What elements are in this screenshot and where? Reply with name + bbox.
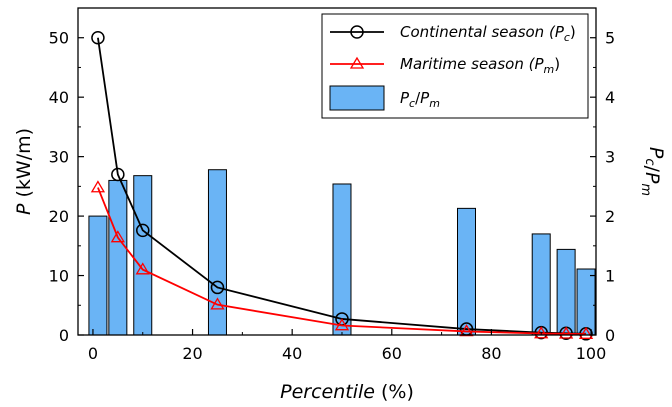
maritime-line: [97, 187, 587, 336]
maritime-point: [210, 297, 225, 310]
maritime-point: [110, 230, 125, 243]
y-right-tick-label: 3: [605, 148, 615, 167]
plot-frame: [77, 7, 597, 336]
ratio-bar: [133, 175, 153, 336]
x-tick-label: 40: [282, 344, 302, 363]
ratio-bar: [88, 215, 108, 336]
continental-point: [91, 30, 105, 45]
x-tick-label: 20: [182, 344, 202, 363]
maritime-point: [578, 326, 594, 339]
x-tick-label: 80: [481, 344, 501, 363]
x-tick-label: 60: [382, 344, 402, 363]
ratio-bars: [88, 169, 596, 336]
y-left-tick-label: 0: [59, 326, 69, 345]
y-right-axis-title: Pc/Pm: [638, 147, 667, 196]
x-tick-label: 0: [88, 344, 98, 363]
axes: 0 20 40 60 80 10001020304050012345Percentile …: [13, 7, 667, 403]
maritime-point: [558, 326, 574, 339]
ratio-bar: [531, 233, 551, 336]
ratio-bar: [457, 207, 476, 336]
y-right-tick-label: 4: [605, 88, 615, 107]
legend: Continental season (Pc) Maritime season (…: [321, 13, 589, 119]
ratio-bar: [108, 179, 128, 336]
legend-entry-2: Maritime season (Pm): [400, 55, 560, 76]
y-left-tick-label: 10: [49, 267, 69, 286]
legend-bar-swatch: [329, 85, 385, 111]
continental-point: [111, 167, 125, 182]
legend-triangle-marker: [349, 56, 365, 69]
y-left-tick-label: 40: [49, 88, 69, 107]
maritime-point: [90, 180, 106, 193]
maritime-point: [135, 262, 150, 275]
y-left-axis-title: P (kW/m): [13, 128, 35, 215]
x-tick-label: 100: [576, 344, 607, 363]
y-right-tick-label: 0: [605, 326, 615, 345]
continental-point: [136, 223, 150, 238]
legend-entry-1: Continental season (Pc): [400, 23, 576, 44]
y-right-tick-label: 5: [605, 29, 615, 48]
legend-entry-3: Pc/Pm: [400, 89, 440, 110]
y-right-tick-label: 2: [605, 207, 615, 226]
ratio-bar: [556, 248, 576, 336]
ratio-bar: [576, 268, 596, 336]
x-axis-title: Percentile (%): [280, 381, 414, 403]
y-right-tick-label: 1: [605, 267, 615, 286]
legend-circle-marker: [350, 25, 364, 39]
y-left-tick-label: 50: [49, 29, 69, 48]
maritime-point: [334, 318, 350, 331]
series-lines: [90, 30, 594, 341]
maritime-point: [534, 326, 549, 339]
y-left-tick-label: 20: [49, 207, 69, 226]
ratio-bar: [207, 169, 227, 336]
y-left-tick-label: 30: [49, 148, 69, 167]
continental-point: [210, 280, 225, 295]
